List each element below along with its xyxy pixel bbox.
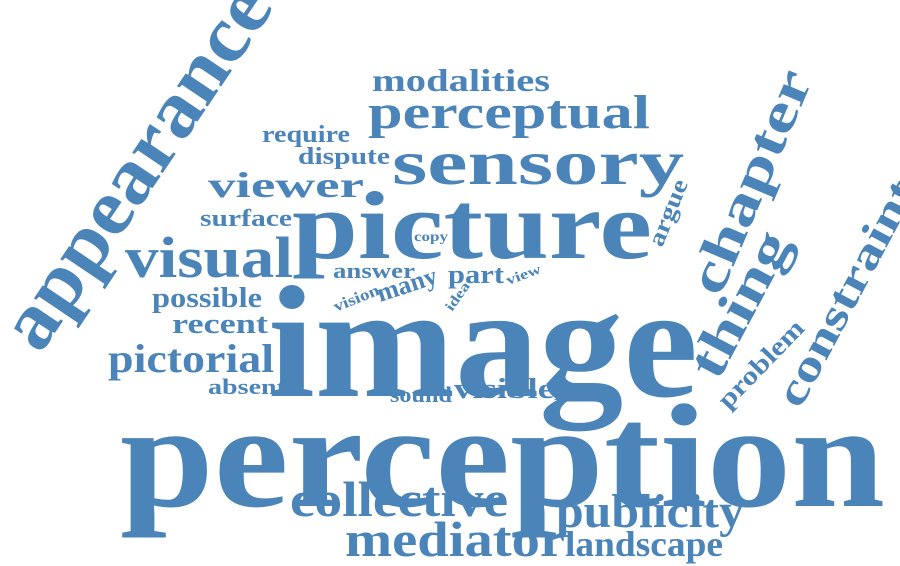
word-copy: copy	[414, 230, 448, 245]
word-surface: surface	[200, 206, 292, 232]
word-require: require	[262, 122, 350, 148]
word-possible: possible	[152, 283, 262, 314]
word-publicity: publicity	[556, 485, 744, 538]
word-visual: visual	[125, 225, 293, 290]
word-absent: absent	[208, 374, 287, 399]
word-part: part	[448, 260, 504, 289]
word-pictorial: pictorial	[108, 336, 274, 381]
word-modalities: modalities	[372, 62, 550, 98]
word-mediator: mediator	[345, 511, 565, 566]
word-dispute: dispute	[298, 144, 390, 170]
word-picture: picture	[292, 172, 652, 279]
word-perceptual: perceptual	[368, 86, 650, 139]
word-sensory: sensory	[392, 127, 684, 198]
word-image: image	[268, 253, 698, 432]
word-answer: answer	[333, 258, 415, 283]
word-more: more	[554, 384, 600, 404]
word-sound: sound	[390, 382, 452, 407]
word-visible: visible	[454, 374, 554, 405]
word-viewer: viewer	[208, 165, 364, 205]
word-recent: recent	[172, 309, 269, 340]
word-perception: perception	[120, 375, 885, 539]
word-collective: collective	[290, 471, 508, 527]
word-landscape: landscape	[565, 524, 723, 564]
